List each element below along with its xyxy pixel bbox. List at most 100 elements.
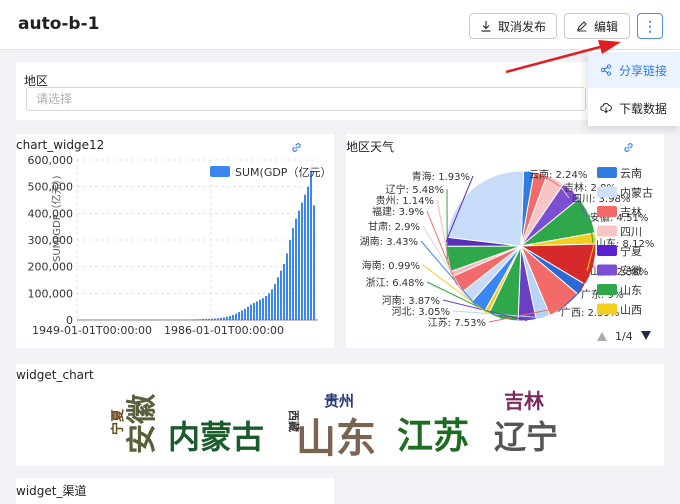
- bar[interactable]: [187, 319, 189, 320]
- cancel-publish-label: 取消发布: [497, 19, 546, 34]
- bar[interactable]: [193, 319, 195, 320]
- label-leader: [488, 306, 566, 323]
- pie-label: 四川: 3.98%: [572, 194, 630, 205]
- bar[interactable]: [256, 301, 258, 320]
- region-filter: 地区 请选择: [16, 62, 588, 120]
- label-leader: [452, 310, 544, 319]
- bar[interactable]: [289, 240, 291, 320]
- bar[interactable]: [253, 302, 255, 320]
- bar[interactable]: [229, 316, 231, 320]
- bar[interactable]: [217, 318, 219, 320]
- bar[interactable]: [304, 194, 306, 320]
- legend-swatch: [597, 206, 617, 217]
- legend-prev-icon[interactable]: [596, 330, 608, 342]
- edit-button[interactable]: 编辑: [564, 13, 630, 39]
- pie-chart: 云南: 2.24%吉林: 2.8%四川: 3.98%安徽: 4.51%山东: 8…: [360, 167, 654, 329]
- y-tick-label: 200,000: [28, 261, 74, 274]
- pie-label: 河北: 3.05%: [392, 306, 450, 318]
- pie-label: 贵州: 1.14%: [376, 194, 434, 207]
- download-icon: [481, 21, 491, 32]
- word-cloud-word: 山东: [296, 416, 376, 462]
- bar[interactable]: [271, 289, 273, 320]
- label-leader: [445, 175, 474, 242]
- more-options-button[interactable]: ⋮: [637, 13, 663, 39]
- bar[interactable]: [241, 310, 243, 320]
- bar[interactable]: [268, 293, 270, 320]
- word-cloud-word: 内蒙古: [168, 418, 264, 456]
- legend-label: 山西: [620, 304, 642, 317]
- cancel-publish-button[interactable]: 取消发布: [469, 13, 557, 39]
- bar[interactable]: [277, 277, 279, 320]
- bar[interactable]: [238, 312, 240, 320]
- link-icon[interactable]: [623, 142, 634, 153]
- bar[interactable]: [274, 284, 276, 320]
- y-tick-label: 500,000: [28, 181, 74, 194]
- bar[interactable]: [214, 318, 216, 320]
- bar[interactable]: [220, 317, 222, 320]
- y-axis-label: SUM(GDP（亿元）): [50, 175, 63, 262]
- bar[interactable]: [232, 314, 234, 320]
- bar[interactable]: [283, 264, 285, 320]
- bar[interactable]: [190, 319, 192, 320]
- link-icon[interactable]: [291, 142, 302, 153]
- label-leader: [557, 289, 583, 313]
- bar[interactable]: [301, 202, 303, 320]
- widget-title-suffix: widge12: [53, 138, 105, 152]
- bar[interactable]: [265, 296, 267, 320]
- label-leader: [525, 171, 530, 175]
- bar[interactable]: [244, 308, 246, 320]
- widget-title: widget_chart: [16, 368, 94, 382]
- pie-label: 青海: 1.93%: [412, 170, 470, 183]
- bar[interactable]: [235, 313, 237, 320]
- bar[interactable]: [310, 170, 312, 320]
- word-cloud-widget: widget_chart 宁夏 安徽 内蒙古 西藏 山东 贵州 江苏 吉林 辽宁: [16, 364, 664, 466]
- pie-label: 海南: 0.99%: [362, 259, 420, 272]
- legend-label: 宁夏: [620, 244, 642, 258]
- bar[interactable]: [211, 318, 213, 320]
- region-select[interactable]: 请选择: [26, 87, 586, 111]
- bar[interactable]: [208, 318, 210, 320]
- bar[interactable]: [196, 319, 198, 320]
- bar[interactable]: [205, 318, 207, 320]
- bar[interactable]: [286, 253, 288, 320]
- pie-slice[interactable]: [445, 170, 525, 247]
- bar[interactable]: [292, 228, 294, 320]
- widget-title: 地区天气: [346, 140, 395, 154]
- bar[interactable]: [223, 317, 225, 320]
- bar[interactable]: [199, 319, 201, 320]
- word-cloud-word: 贵州: [324, 392, 354, 410]
- pie-label: 福建: 3.9%: [372, 205, 424, 218]
- bar[interactable]: [295, 218, 297, 320]
- pie-label: 甘肃: 2.9%: [368, 220, 420, 233]
- bar[interactable]: [259, 299, 261, 320]
- legend-label: 云南: [620, 167, 642, 180]
- legend-label: 山东: [620, 284, 642, 297]
- pie-label: 云南: 2.24%: [529, 168, 587, 181]
- legend-label: SUM(GDP（亿元）: [235, 166, 331, 179]
- label-leader: [422, 225, 467, 298]
- legend-swatch: [597, 264, 617, 276]
- bar[interactable]: [307, 186, 309, 320]
- legend-swatch: [210, 166, 230, 177]
- legend-next-icon[interactable]: [640, 330, 652, 342]
- bar[interactable]: [247, 306, 249, 320]
- widget-title-prefix: chart_: [16, 138, 54, 152]
- bar[interactable]: [250, 304, 252, 320]
- menu-item-label: 下载数据: [619, 101, 668, 116]
- pie-label: 江苏: 7.53%: [428, 316, 486, 329]
- bar[interactable]: [298, 210, 300, 320]
- label-leader: [426, 281, 504, 320]
- bar[interactable]: [280, 270, 282, 320]
- y-tick-label: 0: [66, 314, 73, 327]
- bar[interactable]: [262, 298, 264, 320]
- bar[interactable]: [226, 316, 228, 320]
- menu-item-download-data[interactable]: 下载数据: [588, 90, 680, 126]
- legend-swatch: [597, 245, 617, 256]
- label-leader: [588, 214, 594, 244]
- legend-label: 安徽: [620, 264, 642, 278]
- bar[interactable]: [313, 205, 315, 320]
- bar[interactable]: [202, 319, 204, 320]
- x-tick-label: 1986-01-01T00:00:00: [164, 324, 284, 337]
- menu-item-share-link[interactable]: 分享链接: [588, 52, 680, 88]
- legend-label: 内蒙古: [620, 186, 653, 200]
